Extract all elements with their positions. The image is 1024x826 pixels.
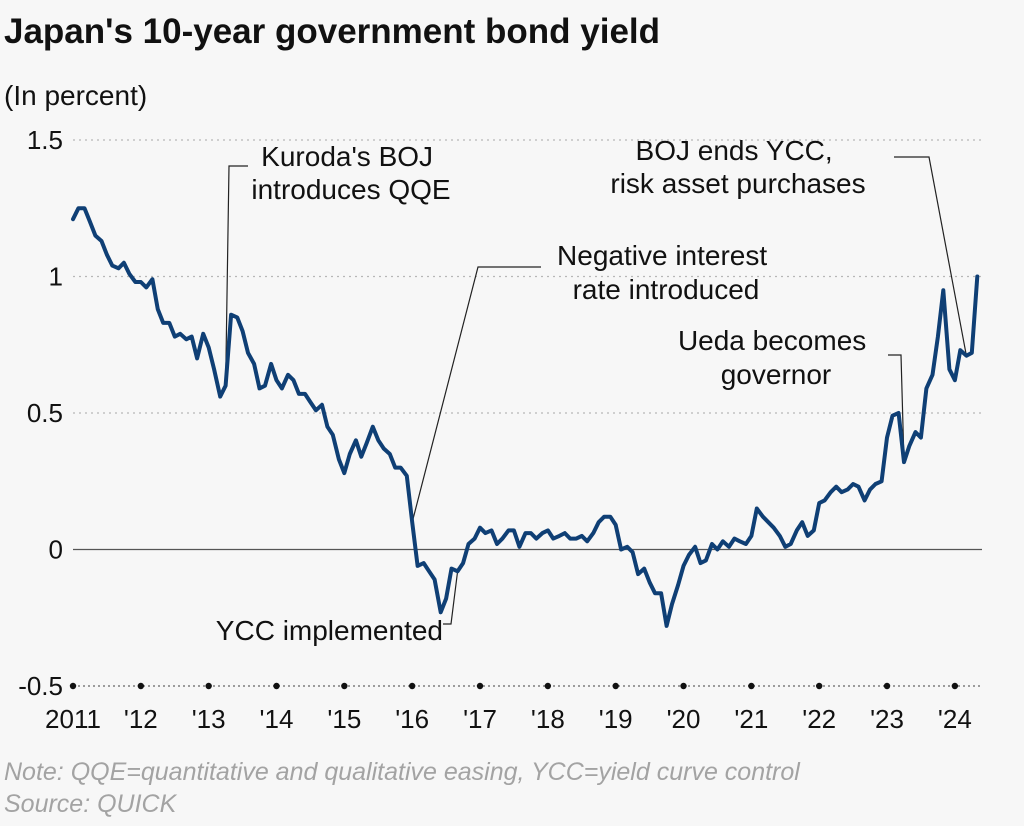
x-tick-label: '19 (599, 704, 633, 734)
x-tick-label: '14 (260, 704, 294, 734)
annotation-leaders (225, 156, 967, 625)
x-tick-mark (951, 682, 959, 690)
x-tick-mark (205, 682, 212, 690)
annotation-negative-rate: Negative interest rate introduced (557, 240, 775, 305)
x-tick-mark (69, 682, 77, 690)
yield-series-line (71, 206, 980, 628)
leader-negative-rate (411, 266, 541, 523)
leader-ueda (888, 354, 905, 463)
x-tick-label: '17 (463, 704, 497, 734)
leader-qqe (225, 165, 248, 386)
annotation-ycc-end: BOJ ends YCC, risk asset purchases (610, 135, 865, 199)
x-tick-mark (544, 682, 552, 690)
x-tick-label: '18 (531, 704, 565, 734)
source-note: Source: QUICK (4, 790, 177, 818)
x-tick-label: '13 (192, 704, 226, 734)
leader-ycc-end (894, 156, 967, 356)
chart-subtitle: (In percent) (4, 80, 148, 111)
x-tick-mark (341, 682, 348, 690)
x-tick-mark (815, 682, 823, 690)
x-tick-label: 2011 (45, 704, 101, 734)
y-tick-label: 0 (49, 535, 63, 565)
grid-lines (73, 139, 982, 687)
y-tick-label: 1 (49, 262, 63, 292)
x-tick-label: '16 (395, 704, 429, 734)
footnote: Note: QQE=quantitative and qualitative e… (4, 758, 800, 786)
y-tick-label: -0.5 (18, 671, 63, 701)
x-tick-label: '20 (667, 704, 701, 734)
x-tick-label: '21 (734, 704, 768, 734)
annotations: Kuroda's BOJ introduces QQE Negative int… (216, 135, 874, 646)
x-tick-label: '12 (124, 704, 158, 734)
chart-title: Japan's 10-year government bond yield (4, 12, 661, 51)
x-tick-mark (408, 682, 416, 690)
y-tick-label: 0.5 (27, 398, 63, 428)
x-tick-mark (680, 682, 687, 690)
x-tick-mark (273, 682, 280, 690)
annotation-ueda: Ueda becomes governor (678, 325, 874, 390)
x-tick-mark (748, 682, 755, 690)
y-axis-ticks: -0.5 0 0.5 1 1.5 (18, 125, 63, 701)
x-tick-mark (612, 682, 619, 690)
x-tick-mark (883, 682, 891, 690)
x-tick-label: '24 (938, 704, 972, 734)
y-tick-label: 1.5 (27, 125, 63, 155)
x-tick-label: '23 (870, 704, 904, 734)
x-tick-label: '22 (802, 704, 836, 734)
annotation-ycc: YCC implemented (216, 615, 443, 646)
leader-ycc (443, 571, 459, 625)
x-tick-label: '15 (327, 704, 361, 734)
annotation-qqe: Kuroda's BOJ introduces QQE (251, 141, 450, 205)
x-axis: 2011 '12 '13 '14 '15 '16 '17 '18 '19 '20 '21 '22 '23… (45, 682, 972, 734)
x-tick-mark (476, 682, 484, 690)
x-tick-mark (137, 682, 145, 690)
